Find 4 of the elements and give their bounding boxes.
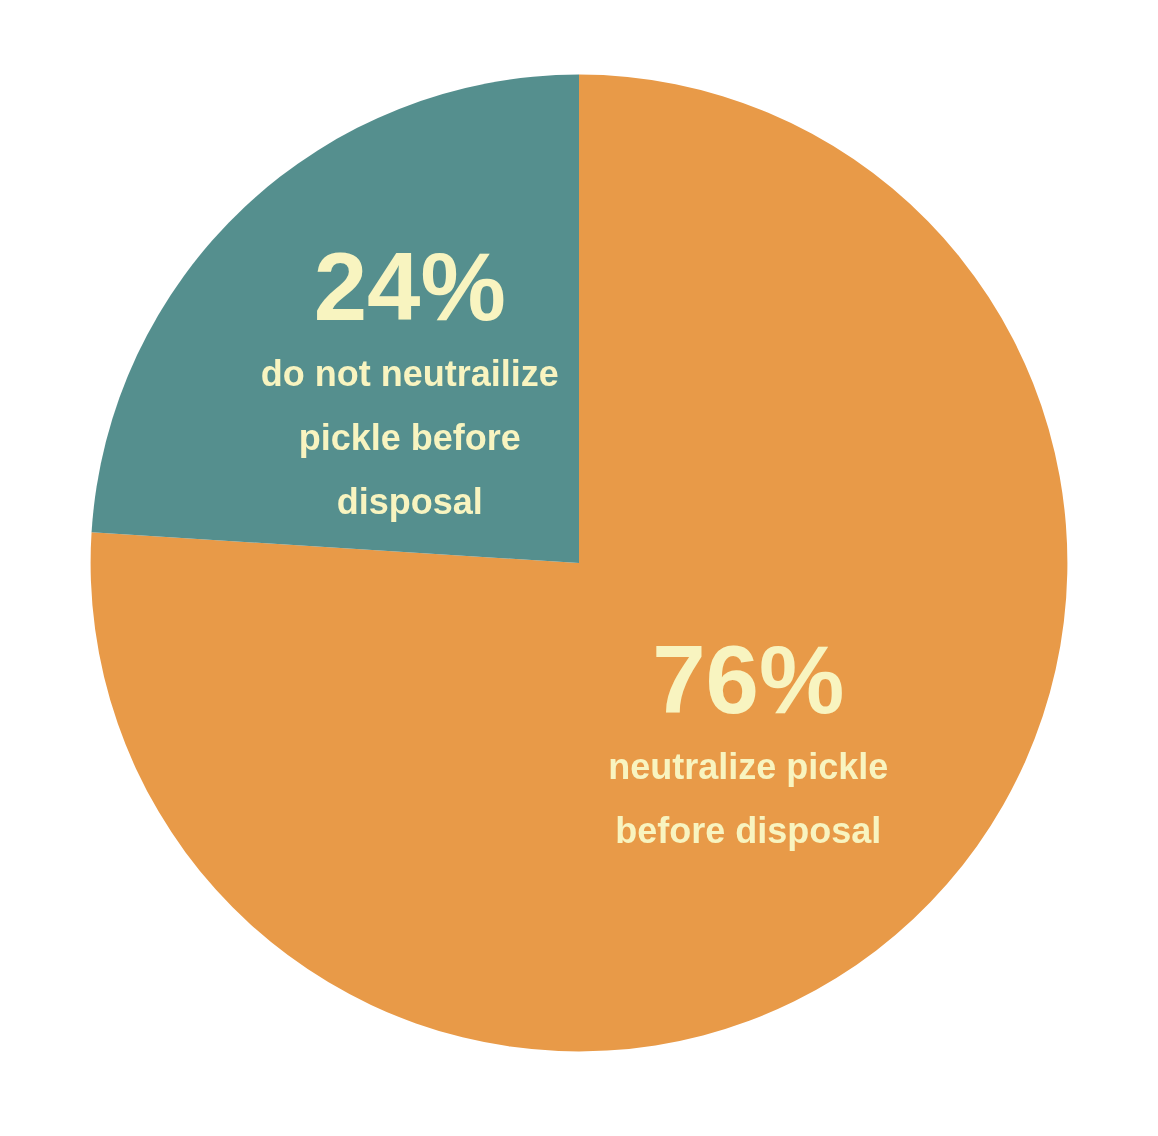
data-label: 24% (313, 233, 506, 341)
data-label: 76% (652, 625, 845, 733)
slice-label: neutralize pickle before disposal (608, 745, 889, 851)
slice-label: do not neutrailize pickle before disposal (260, 353, 559, 523)
